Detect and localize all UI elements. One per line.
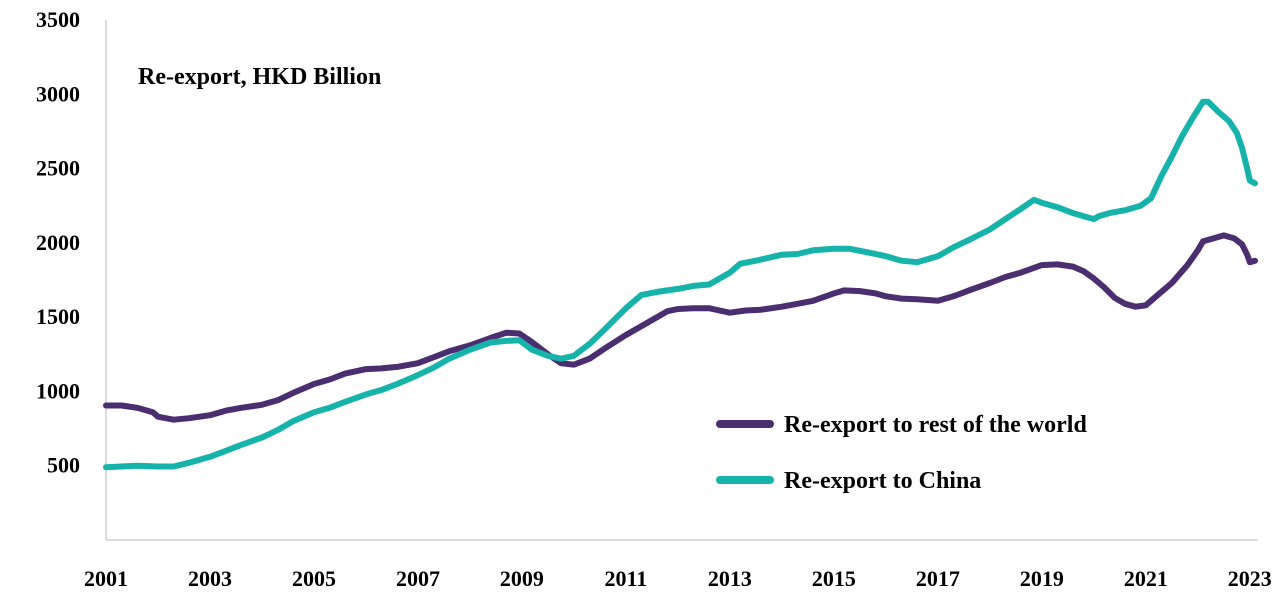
x-tick-label: 2015 <box>812 566 856 591</box>
series-line-china <box>103 98 1258 471</box>
y-tick-label: 3500 <box>36 7 80 32</box>
x-tick-label: 2019 <box>1020 566 1064 591</box>
x-tick-label: 2005 <box>292 566 336 591</box>
x-tick-label: 2003 <box>188 566 232 591</box>
y-tick-label: 1000 <box>36 378 80 403</box>
legend-label: Re-export to China <box>784 468 981 494</box>
x-tick-label: 2011 <box>605 566 648 591</box>
y-tick-label: 2500 <box>36 156 80 181</box>
x-tick-label: 2009 <box>500 566 544 591</box>
x-tick-label: 2023 <box>1228 566 1272 591</box>
series-group <box>103 98 1258 471</box>
y-tick-labels: 500 1000 1500 2000 2500 3000 3500 <box>36 7 80 478</box>
series-line-rest-of-world <box>103 232 1258 423</box>
x-tick-label: 2021 <box>1124 566 1168 591</box>
x-tick-label: 2001 <box>84 566 128 591</box>
legend: Re-export to rest of the world Re-export … <box>716 412 1087 494</box>
x-tick-label: 2013 <box>708 566 752 591</box>
legend-label: Re-export to rest of the world <box>784 412 1087 438</box>
x-tick-labels: 2001 2003 2005 2007 2009 2011 2013 2015 2017 2019… <box>84 566 1272 591</box>
chart-title: Re-export, HKD Billion <box>138 64 381 90</box>
x-tick-label: 2007 <box>396 566 440 591</box>
y-tick-label: 3000 <box>36 81 80 106</box>
x-tick-label: 2017 <box>916 566 960 591</box>
axes <box>105 20 1258 541</box>
y-tick-label: 500 <box>47 453 80 478</box>
y-tick-label: 2000 <box>36 230 80 255</box>
y-tick-label: 1500 <box>36 304 80 329</box>
